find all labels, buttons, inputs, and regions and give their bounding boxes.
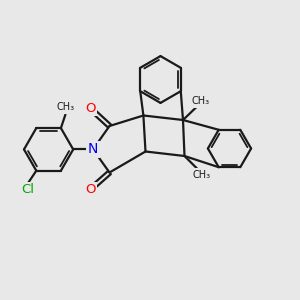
- Text: CH₃: CH₃: [193, 169, 211, 180]
- Text: O: O: [85, 183, 95, 196]
- Text: O: O: [85, 101, 95, 115]
- Text: CH₃: CH₃: [56, 102, 74, 112]
- Text: Cl: Cl: [21, 183, 34, 196]
- Text: CH₃: CH₃: [192, 96, 210, 106]
- Text: N: N: [88, 142, 98, 156]
